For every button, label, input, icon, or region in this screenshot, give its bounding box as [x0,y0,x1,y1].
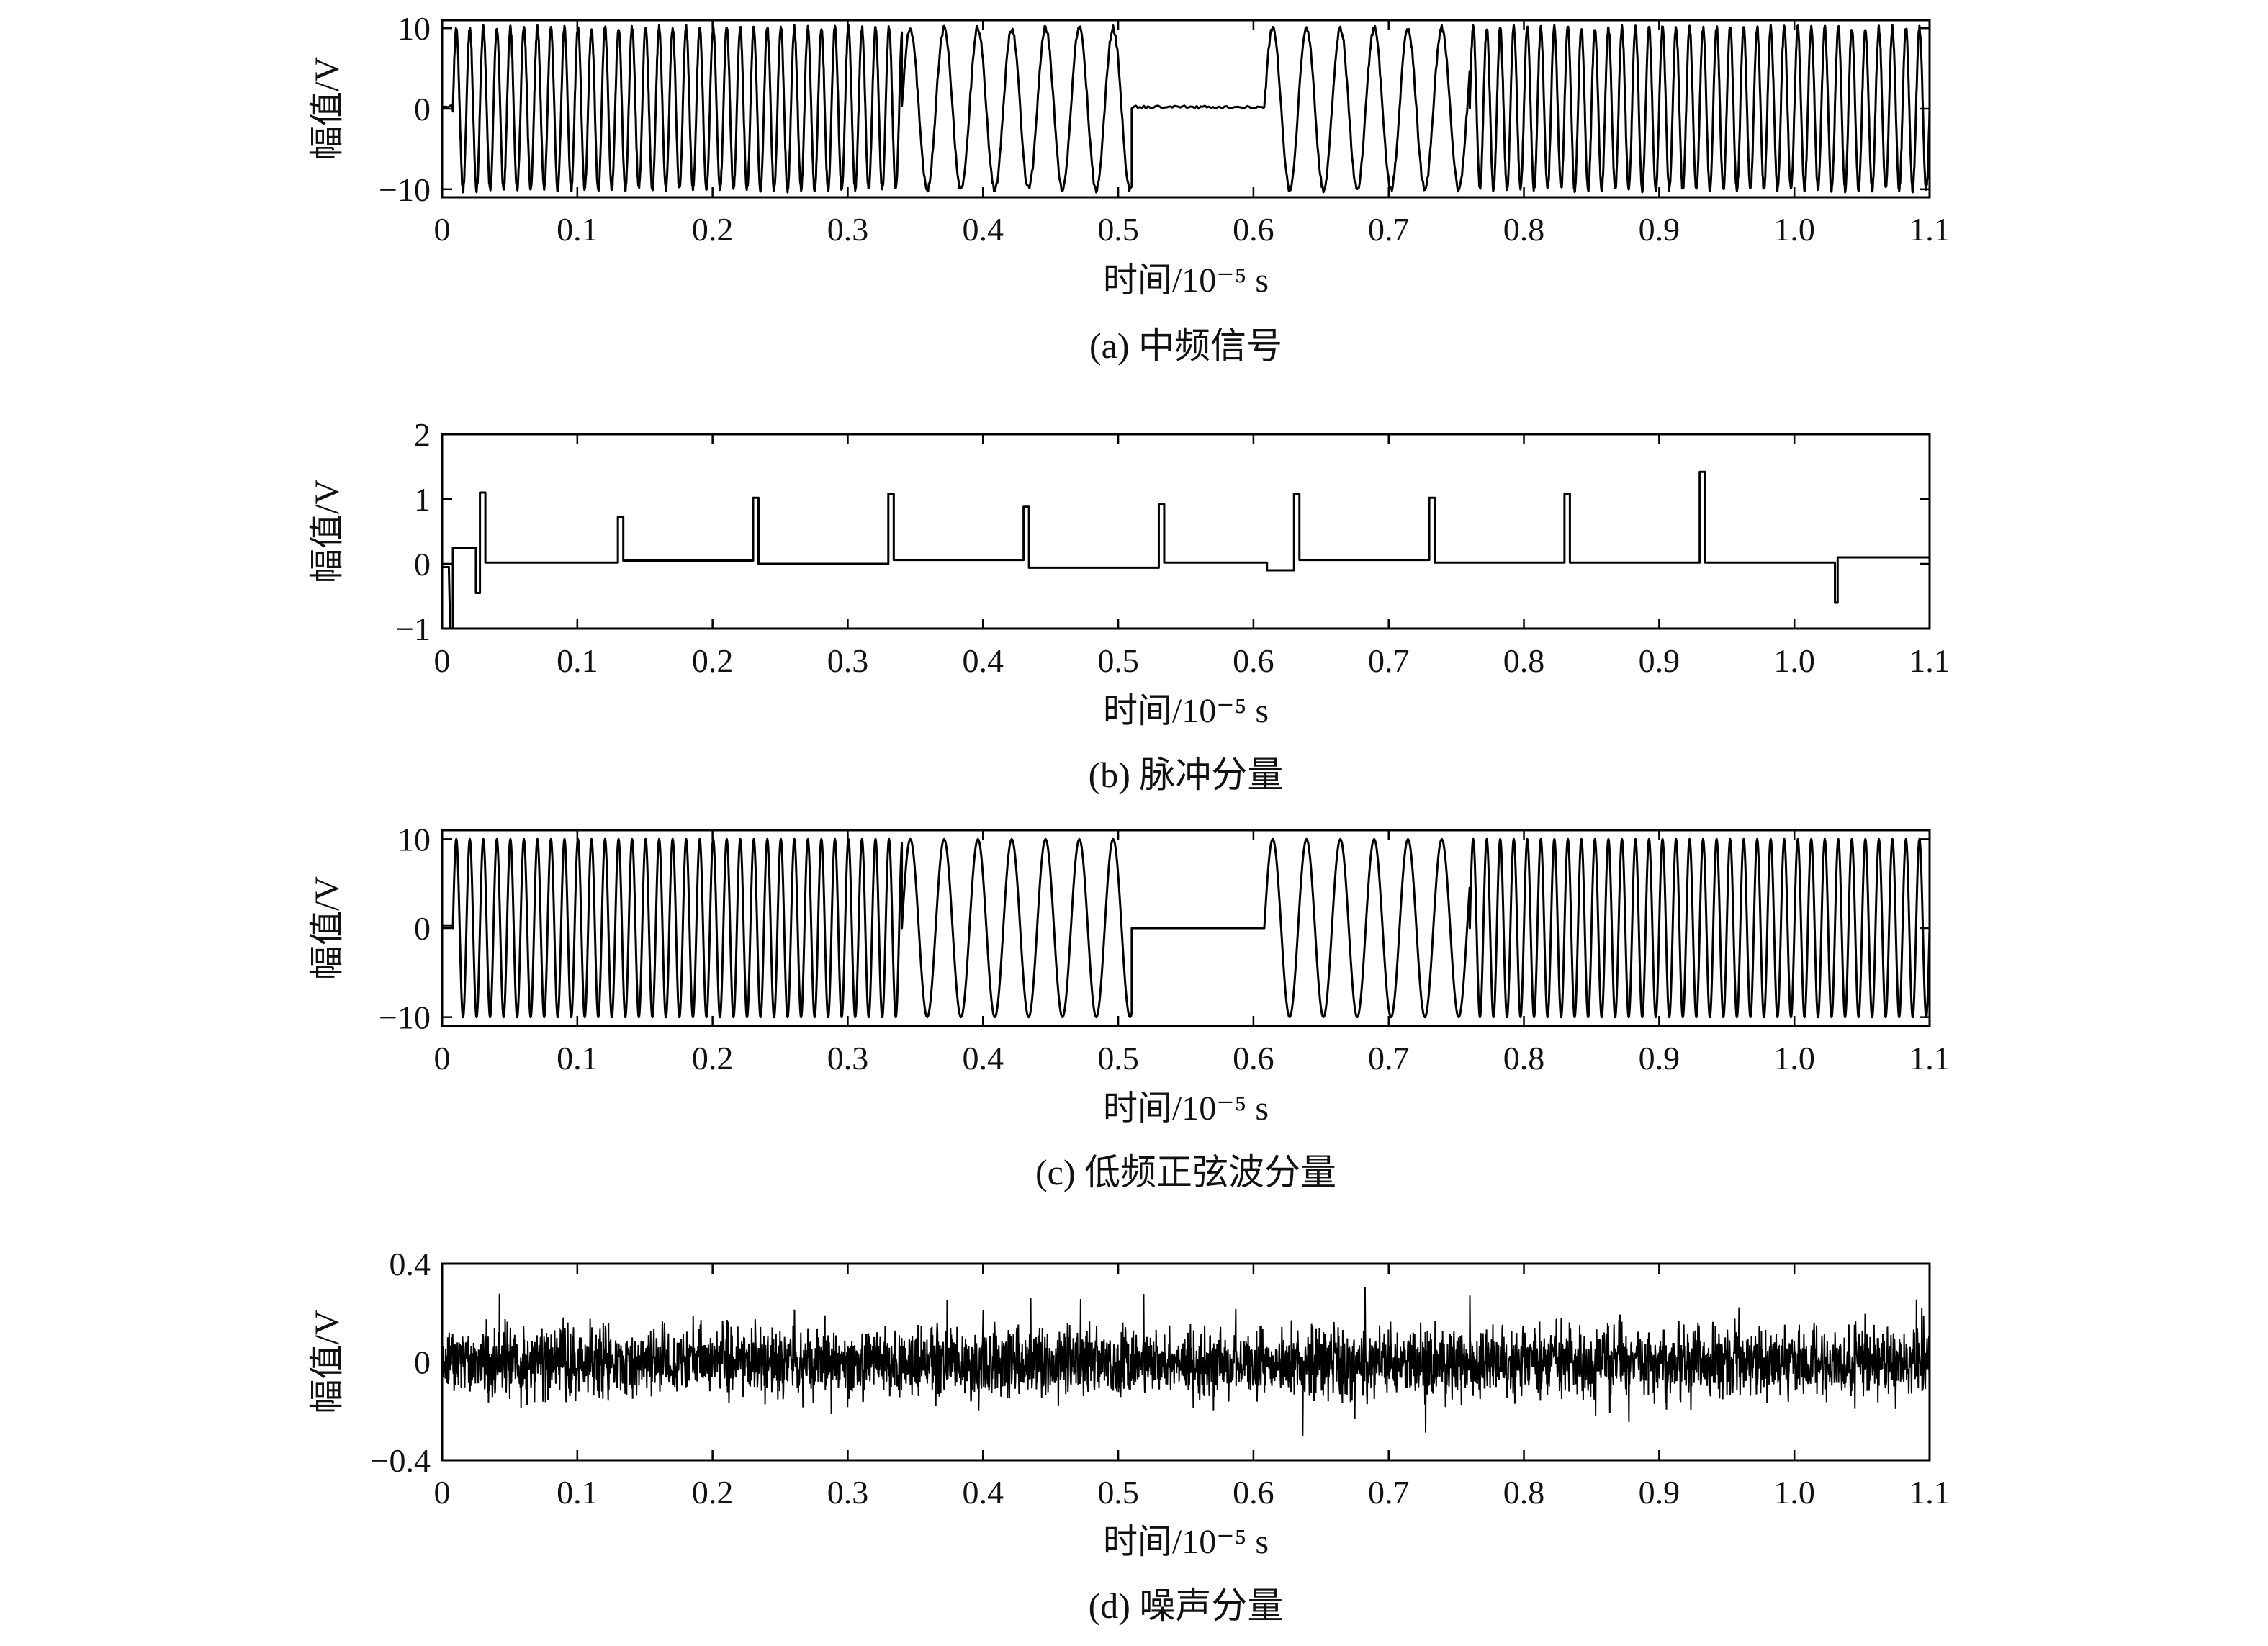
x-axis: 0 0.1 0.2 0.3 0.4 0.5 0.6 0.7 0.8 0.9 1.0 1.1 [434,1264,1950,1511]
x-tick-label: 0.2 [692,1040,734,1076]
y-axis: 0.4 0 −0.4 [371,1246,1930,1479]
x-tick-label: 0.9 [1639,642,1680,679]
signal-trace [441,24,1931,194]
y-axis-label: 幅值/V [308,876,346,980]
x-tick-label: 1.0 [1773,1040,1815,1076]
y-tick-label: 0 [414,1344,431,1381]
x-tick-label: 0.6 [1233,1040,1274,1076]
x-tick-label: 0 [434,642,451,679]
y-axis-label: 幅值/V [308,57,346,161]
x-tick-label: 0 [434,211,451,248]
y-axis-label: 幅值/V [308,480,346,583]
panel-caption: (a) 中频信号 [1089,325,1282,366]
x-tick-label: 1.0 [1773,1474,1815,1511]
x-axis-label: 时间/10⁻⁵ s [1103,1523,1269,1561]
y-tick-label: −10 [379,999,431,1036]
x-tick-label: 0 [434,1040,451,1076]
x-tick-label: 0.2 [692,1474,734,1511]
y-axis: 10 0 −10 [379,821,1930,1036]
x-tick-label: 0.6 [1233,642,1274,679]
panel-caption: (c) 低频正弦波分量 [1035,1152,1336,1192]
x-tick-label: 0.5 [1097,642,1139,679]
x-axis-label: 时间/10⁻⁵ s [1103,692,1269,730]
x-tick-label: 0.9 [1639,211,1680,248]
x-tick-label: 0.4 [963,1040,1004,1076]
x-tick-label: 1.0 [1773,211,1815,248]
x-tick-label: 0 [434,1474,451,1511]
x-tick-label: 0.2 [692,642,734,679]
x-tick-label: 0.9 [1639,1040,1680,1076]
x-tick-label: 1.1 [1909,211,1950,248]
x-tick-label: 0.8 [1503,1040,1545,1076]
y-tick-label: 1 [414,481,431,518]
x-tick-label: 0.7 [1368,642,1410,679]
x-tick-label: 0.8 [1503,211,1545,248]
y-tick-label: 0 [414,910,431,947]
x-tick-label: 0.7 [1368,1474,1410,1511]
x-tick-label: 0.3 [827,1474,869,1511]
y-axis: 2 1 0 −1 [395,416,1930,647]
x-axis-label: 时间/10⁻⁵ s [1103,1089,1269,1128]
x-tick-label: 0.5 [1097,211,1139,248]
y-tick-label: 0 [414,546,431,583]
y-tick-label: 0 [414,91,431,127]
panel-a-intermediate-frequency-signal: 0 0.1 0.2 0.3 0.4 0.5 0.6 0.7 0.8 0.9 1.0 1.1 100−1… [308,10,1950,366]
x-tick-label: 1.1 [1909,1040,1950,1076]
y-axis: 10 0 −10 [379,10,1930,208]
x-tick-label: 0.3 [827,642,869,679]
panel-b-pulse-component: 0 0.1 0.2 0.3 0.4 0.5 0.6 0.7 0.8 0.9 1.0 1.1 210−1… [308,416,1950,795]
x-tick-label: 1.0 [1773,642,1815,679]
panel-caption: (b) 脉冲分量 [1089,755,1284,795]
x-tick-label: 0.6 [1233,211,1274,248]
x-tick-label: 0.1 [557,642,598,679]
y-tick-label: 2 [414,416,431,453]
y-tick-label: −1 [395,611,431,647]
x-tick-label: 0.3 [827,1040,869,1076]
x-tick-label: 0.7 [1368,211,1410,248]
x-tick-label: 0.8 [1503,1474,1545,1511]
x-tick-label: 0.3 [827,211,869,248]
plot-frame [441,433,1931,630]
y-tick-label: 10 [397,821,431,858]
y-tick-label: −10 [379,171,431,208]
x-tick-label: 0.5 [1097,1040,1139,1076]
x-tick-label: 0.4 [963,211,1004,248]
panel-c-low-frequency-sine-component: 0 0.1 0.2 0.3 0.4 0.5 0.6 0.7 0.8 0.9 1.0 1.1 100−1… [308,821,1950,1192]
pulse-trace [442,470,1930,630]
panel-caption: (d) 噪声分量 [1089,1586,1284,1626]
x-tick-label: 1.1 [1909,642,1950,679]
x-tick-label: 0.4 [963,642,1004,679]
x-tick-label: 0.8 [1503,642,1545,679]
x-tick-label: 0.6 [1233,1474,1274,1511]
x-tick-label: 0.1 [557,1040,598,1076]
sine-trace [442,837,1931,1019]
x-tick-label: 0.7 [1368,1040,1410,1076]
x-tick-label: 0.1 [557,211,598,248]
x-tick-label: 0.5 [1097,1474,1139,1511]
x-tick-label: 0.9 [1639,1474,1680,1511]
noise-trace [441,1287,1930,1436]
x-tick-label: 0.4 [963,1474,1004,1511]
panel-d-noise-component: 0 0.1 0.2 0.3 0.4 0.5 0.6 0.7 0.8 0.9 1.0 1.1 0.40−… [308,1246,1950,1626]
y-axis-label: 幅值/V [308,1310,346,1413]
x-axis: 0 0.1 0.2 0.3 0.4 0.5 0.6 0.7 0.8 0.9 1.0 1.1 [434,830,1950,1076]
x-axis: 0 0.1 0.2 0.3 0.4 0.5 0.6 0.7 0.8 0.9 1.0 1.1 [434,434,1950,679]
x-tick-label: 0.2 [692,211,734,248]
x-axis-label: 时间/10⁻⁵ s [1103,261,1269,300]
x-tick-label: 0.1 [557,1474,598,1511]
y-tick-label: 10 [397,10,431,47]
y-tick-label: −0.4 [371,1442,431,1479]
x-axis: 0 0.1 0.2 0.3 0.4 0.5 0.6 0.7 0.8 0.9 1.0 1.1 [434,20,1950,248]
y-tick-label: 0.4 [390,1246,431,1282]
x-tick-label: 1.1 [1909,1474,1950,1511]
